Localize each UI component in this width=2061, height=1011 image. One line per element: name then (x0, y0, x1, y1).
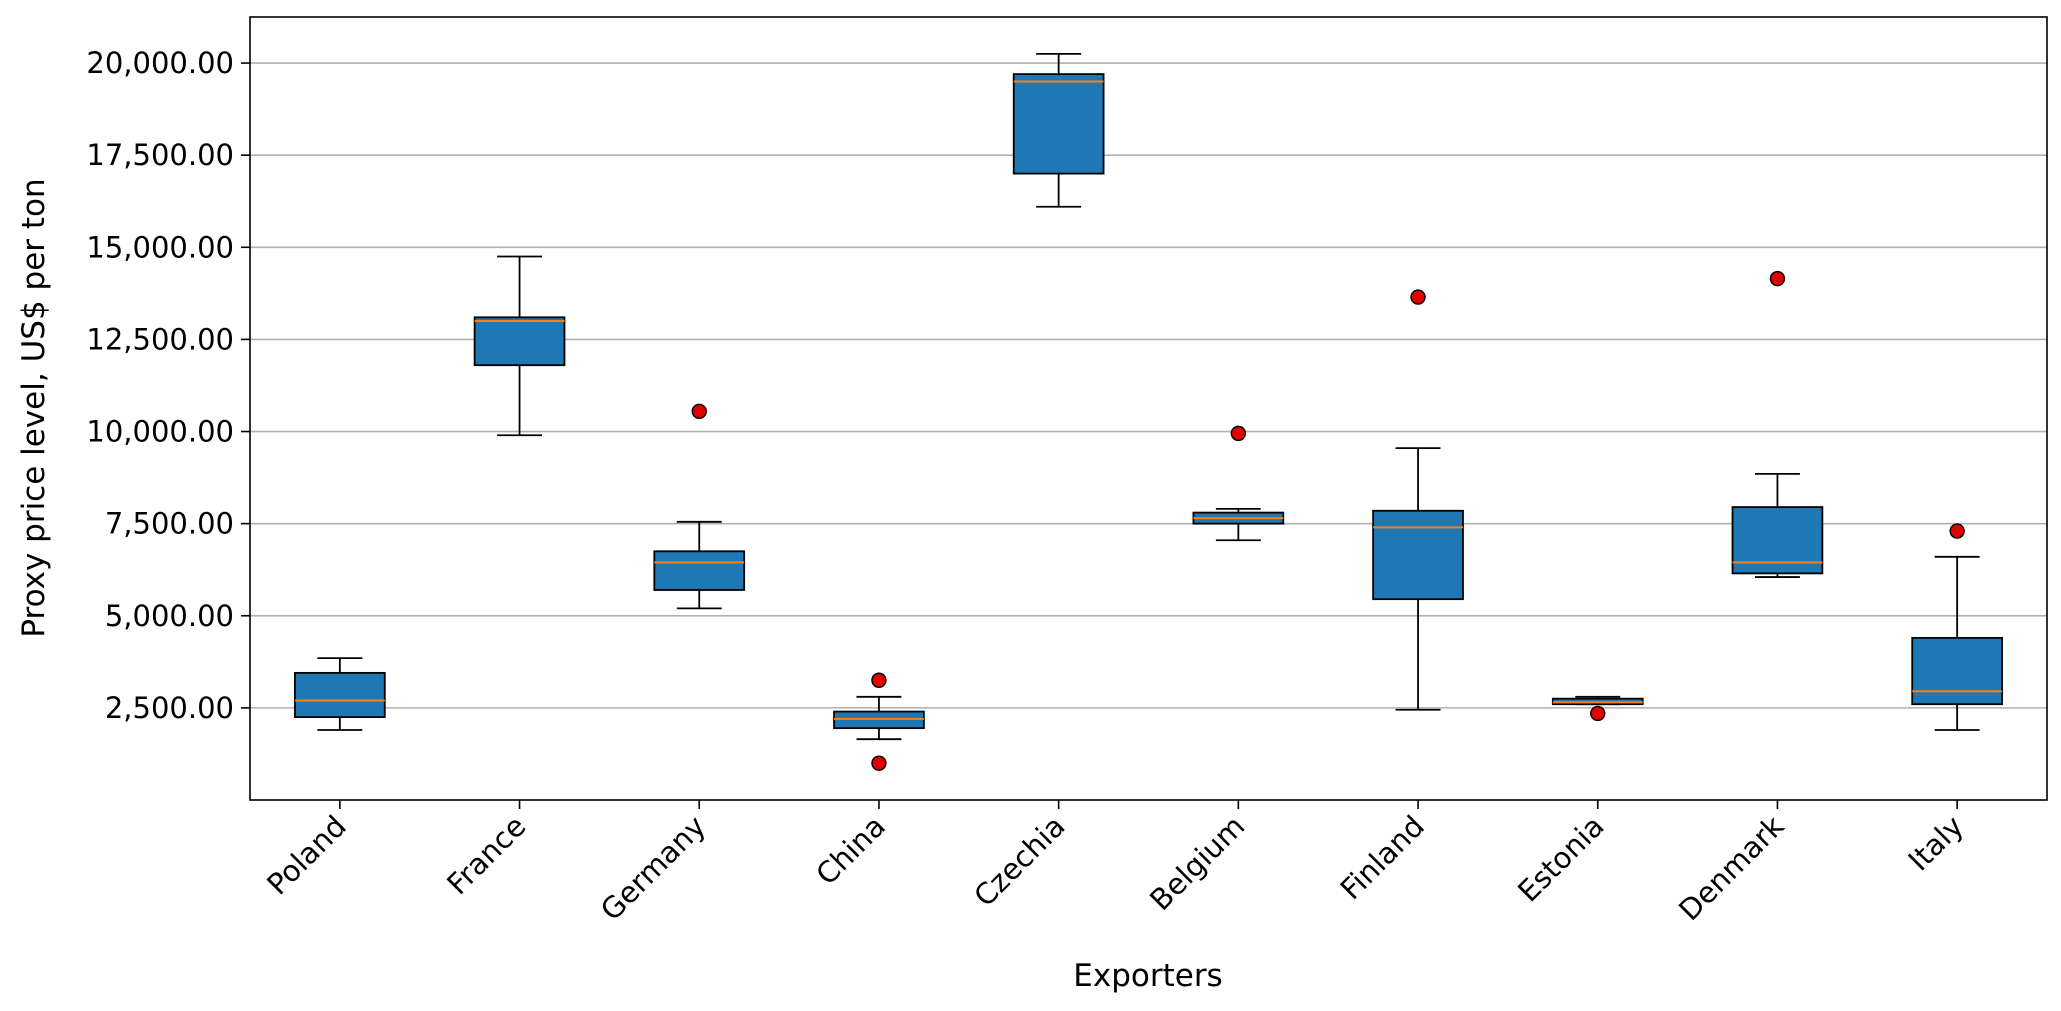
box-finland (1372, 289, 1464, 711)
x-tick-label: Czechia (967, 809, 1071, 913)
x-tick-label: Germany (594, 809, 712, 927)
box-body (473, 316, 566, 367)
outlier-point (871, 672, 887, 688)
x-tick-label: France (440, 809, 532, 901)
y-tick-label: 17,500.00 (86, 138, 234, 172)
x-tick-label: Estonia (1511, 809, 1611, 909)
box-denmark (1731, 270, 1824, 578)
outlier-point (1949, 523, 1965, 539)
box-germany (653, 403, 746, 610)
box-czechia (1012, 52, 1105, 208)
y-axis-label: Proxy price level, US$ per ton (16, 178, 52, 637)
box-body (294, 671, 386, 718)
x-tick-label: China (809, 809, 892, 892)
box-body (1012, 73, 1105, 175)
y-tick-label: 15,000.00 (86, 230, 234, 264)
x-tick-label: Belgium (1143, 809, 1251, 917)
y-tick-label: 20,000.00 (86, 46, 234, 80)
box-italy (1911, 523, 2003, 731)
outlier-point (1410, 289, 1426, 305)
outlier-point (691, 403, 707, 419)
outlier-point (1590, 705, 1606, 722)
y-tick-label: 2,500.00 (105, 691, 234, 725)
plot-area-frame (249, 16, 2048, 801)
box-body (1372, 509, 1464, 601)
box-body (1911, 636, 2003, 706)
box-body (653, 550, 746, 591)
boxes-layer (294, 52, 2003, 771)
y-tick-label: 10,000.00 (86, 415, 234, 449)
x-tick-label: Poland (260, 809, 353, 902)
box-china (833, 672, 925, 771)
x-tick-label: Finland (1334, 809, 1431, 906)
box-france (473, 255, 566, 437)
x-tick-label: Italy (1902, 809, 1971, 878)
outlier-point (1230, 425, 1247, 442)
outlier-point (871, 755, 887, 771)
x-axis-ticks: Poland France Germany China Czechia Belgium Fi… (260, 800, 1970, 927)
y-tick-label: 7,500.00 (105, 507, 234, 541)
y-tick-label: 5,000.00 (105, 599, 234, 633)
box-belgium (1192, 425, 1285, 542)
x-tick-label: Denmark (1672, 809, 1790, 927)
y-tick-label: 12,500.00 (86, 322, 234, 356)
box-estonia (1551, 695, 1644, 722)
x-axis-label: Exporters (1073, 958, 1222, 994)
box-body (1731, 506, 1824, 575)
outlier-point (1769, 270, 1786, 287)
y-axis-ticks: 2,500.00 5,000.00 7,500.00 10,000.00 12,500.… (86, 46, 250, 725)
box-poland (294, 657, 386, 731)
